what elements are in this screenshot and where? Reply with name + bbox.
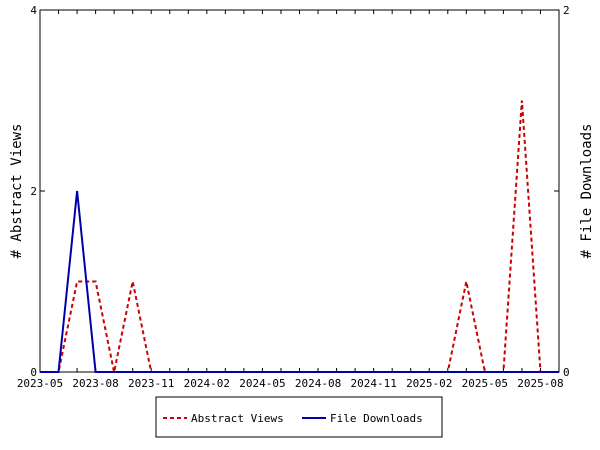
x-tick-label: 2024-08: [295, 377, 341, 390]
left-axis-title: # Abstract Views: [9, 124, 25, 259]
legend: Abstract Views File Downloads: [155, 396, 443, 438]
y-left-tick-label: 2: [30, 185, 37, 198]
right-axis-title: # File Downloads: [579, 124, 595, 259]
x-tick-label: 2023-08: [72, 377, 118, 390]
y-right-tick-label: 0: [563, 366, 570, 379]
y-left-tick-label: 4: [30, 4, 37, 17]
x-tick-label: 2024-05: [239, 377, 285, 390]
x-tick-label: 2023-05: [17, 377, 63, 390]
series-layer: [40, 100, 559, 373]
x-tick-label: 2024-02: [184, 377, 230, 390]
x-tick-label: 2025-08: [517, 377, 563, 390]
x-tick-label: 2024-11: [350, 377, 396, 390]
legend-label-abstract-views: Abstract Views: [191, 412, 284, 425]
y-right-tick-label: 2: [563, 4, 570, 17]
legend-label-file-downloads: File Downloads: [330, 412, 423, 425]
x-tick-label: 2023-11: [128, 377, 174, 390]
plot-area: [39, 9, 560, 373]
legend-box: [155, 396, 443, 438]
file-downloads-line: [40, 190, 559, 373]
x-tick-label: 2025-05: [462, 377, 508, 390]
x-tick-label: 2025-02: [406, 377, 452, 390]
x-axis: 2023-05 2023-08 2023-11 2024-02 2024-05 2024-…: [17, 10, 564, 390]
y-left-tick-label: 0: [30, 366, 37, 379]
